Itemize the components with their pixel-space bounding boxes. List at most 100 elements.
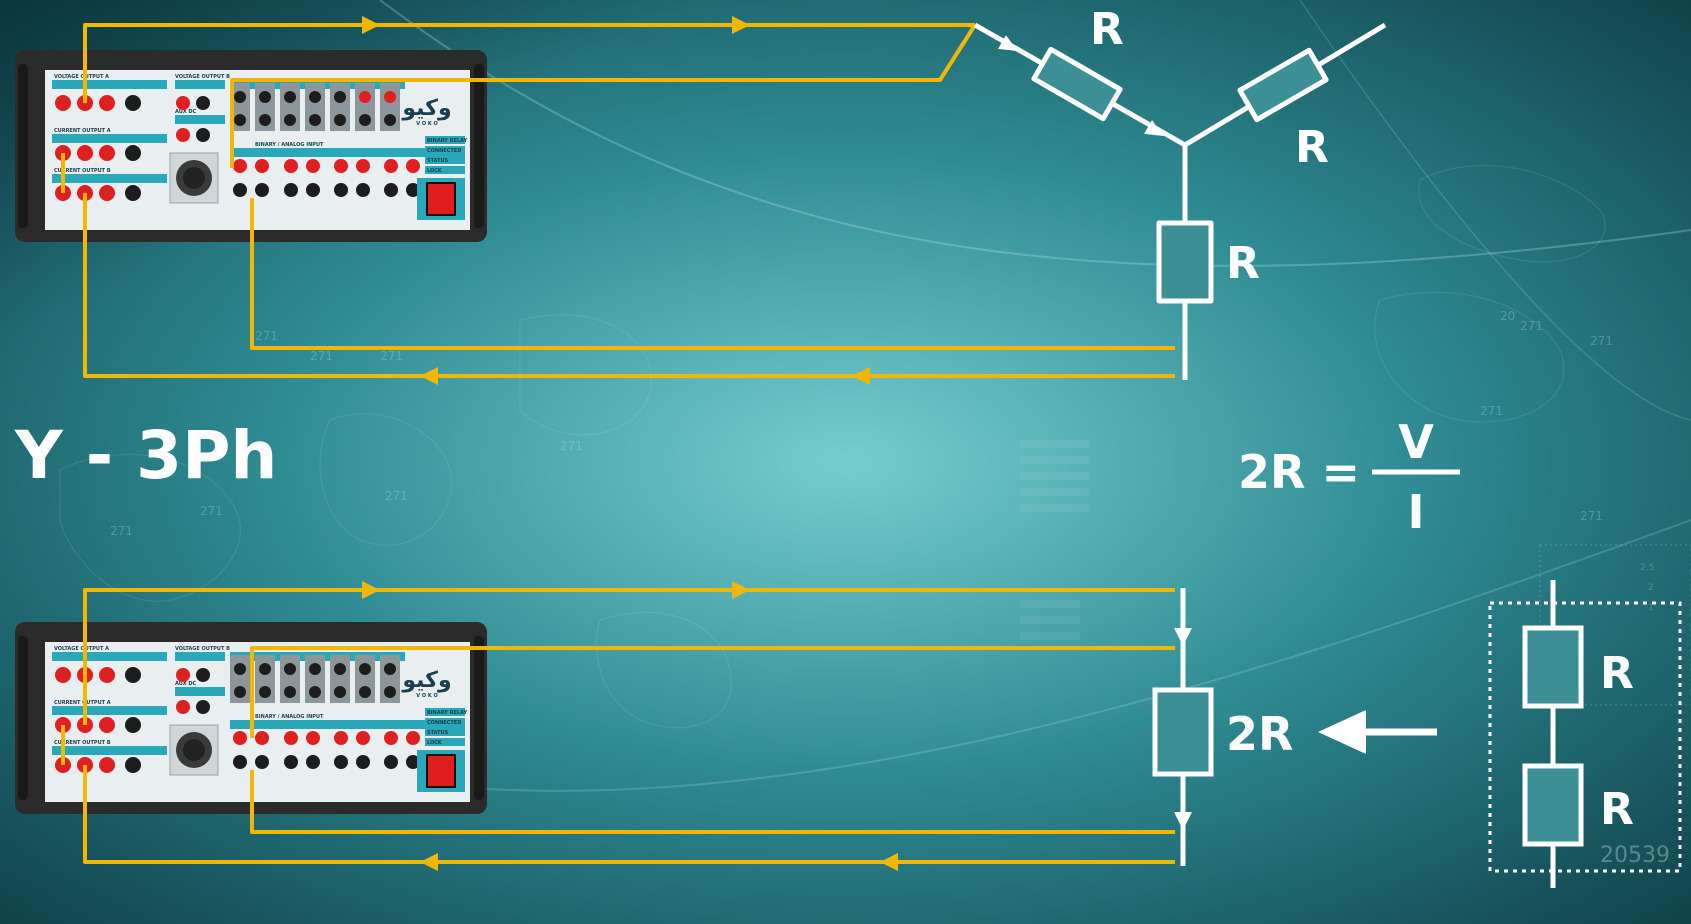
binary-upper-jacks [230,83,400,131]
wire-feed-a [83,588,1175,725]
status-strip [425,146,465,154]
device-handle-right [474,64,484,228]
jack-black[interactable] [125,667,141,683]
label-lock: LOCK [427,168,443,174]
jack-black[interactable] [196,668,210,682]
background-numbers: 271 271 271 271 271 271 271 271 271 20 2… [110,309,1670,868]
binary-upper-jacks [230,655,400,703]
star-arrows [998,35,1164,136]
jack-black[interactable] [125,145,141,161]
jack-red[interactable] [55,667,71,683]
panel-label-voltage-a: VOLTAGE OUTPUT A [54,646,109,652]
brand-logo-sub: V O K O [416,121,437,127]
jack-black[interactable] [196,128,210,142]
device-handle-right [474,636,484,800]
jack-red[interactable] [176,128,190,142]
top-wiring [61,23,1175,378]
bottom-wiring [61,588,1175,864]
arrow-icon [998,35,1018,51]
jack-red[interactable] [176,668,190,682]
panel-label-binary: BINARY / ANALOG INPUT [255,142,324,148]
brand-logo-sub: V O K O [416,693,437,699]
bg-number: 271 [1590,334,1613,348]
panel-strip [230,720,465,729]
arrow-left-icon [880,853,898,871]
jack-red[interactable] [99,95,115,111]
star-circuit [973,22,1387,380]
formula-denominator: I [1407,485,1424,539]
bg-number: 2,5 [1640,563,1654,573]
page-title: Y - 3Ph [14,417,277,494]
equivalent-resistors: R R [1488,580,1682,888]
panel-strip [52,134,167,143]
label-lock: LOCK [427,740,443,746]
jack-red[interactable] [176,96,190,110]
resistor-left [1031,46,1123,122]
panel-strip [52,746,167,755]
wire-return-a [83,765,1175,864]
resistor-label-r1: R [1600,648,1634,699]
arrow-right-icon [362,16,380,34]
wire-return-b [250,198,1175,350]
jack-red[interactable] [55,95,71,111]
status-strip [425,708,465,716]
panel-label-binary: BINARY / ANALOG INPUT [255,714,324,720]
wire-feed-b [230,23,977,168]
binary-lower-jacks [233,159,420,197]
control-knob-center [183,739,205,761]
dashed-box [1488,601,1682,873]
bg-number: 271 [1480,404,1503,418]
jack-black[interactable] [196,700,210,714]
status-strip [425,166,465,174]
arrow-left-icon [852,367,870,385]
status-strip [425,738,465,746]
jack-black[interactable] [196,96,210,110]
panel-label-current-a: CURRENT OUTPUT A [54,700,111,706]
jack-black[interactable] [125,185,141,201]
panel-strip [52,80,167,89]
jack-black[interactable] [125,95,141,111]
jack-red[interactable] [77,145,93,161]
panel-strip [52,174,167,183]
panel-label-voltage-b: VOLTAGE OUTPUT B [175,74,230,80]
panel-strip [175,80,225,89]
label-bin-relay: BINARY RELAY [427,710,468,716]
power-switch[interactable] [426,754,456,788]
wire-feed-b [250,646,1175,738]
jack-red[interactable] [99,145,115,161]
jack-black[interactable] [125,757,141,773]
bottom-wire-arrows [362,581,898,871]
arrow-right-icon [732,581,750,599]
label-bin-relay: BINARY RELAY [427,138,468,144]
status-strip [425,728,465,736]
binary-lower-jacks [233,731,420,769]
bg-number: 271 [310,349,333,363]
jack-black[interactable] [125,717,141,733]
arrow-down-icon [1174,812,1192,830]
brand-logo: وکیو [401,96,451,121]
resistor-label-right: R [1295,122,1329,173]
jack-red[interactable] [99,717,115,733]
panel-label-current-b: CURRENT OUTPUT B [54,740,111,746]
jack-red[interactable] [99,667,115,683]
resistor-r2 [1522,763,1584,847]
bg-number: 271 [110,524,133,538]
panel-strip [52,652,167,661]
bg-number: 271 [1580,509,1603,523]
bg-number: 271 [560,439,583,453]
panel-label-current-a: CURRENT OUTPUT A [54,128,111,134]
arrow-right-icon [732,16,750,34]
bg-number: 271 [1520,319,1543,333]
bg-number: 2 [1648,583,1654,593]
panel-strip [175,687,225,696]
power-switch[interactable] [426,182,456,216]
resistor-bottom [1156,220,1214,304]
jack-red[interactable] [99,757,115,773]
label-status: STATUS [427,158,449,164]
panel-label-voltage-a: VOLTAGE OUTPUT A [54,74,109,80]
jack-red[interactable] [99,185,115,201]
test-set-device-bottom: VOLTAGE OUTPUT A CURRENT OUTPUT A CURREN… [15,622,487,814]
arrow-left-icon [420,853,438,871]
jack-red[interactable] [176,700,190,714]
